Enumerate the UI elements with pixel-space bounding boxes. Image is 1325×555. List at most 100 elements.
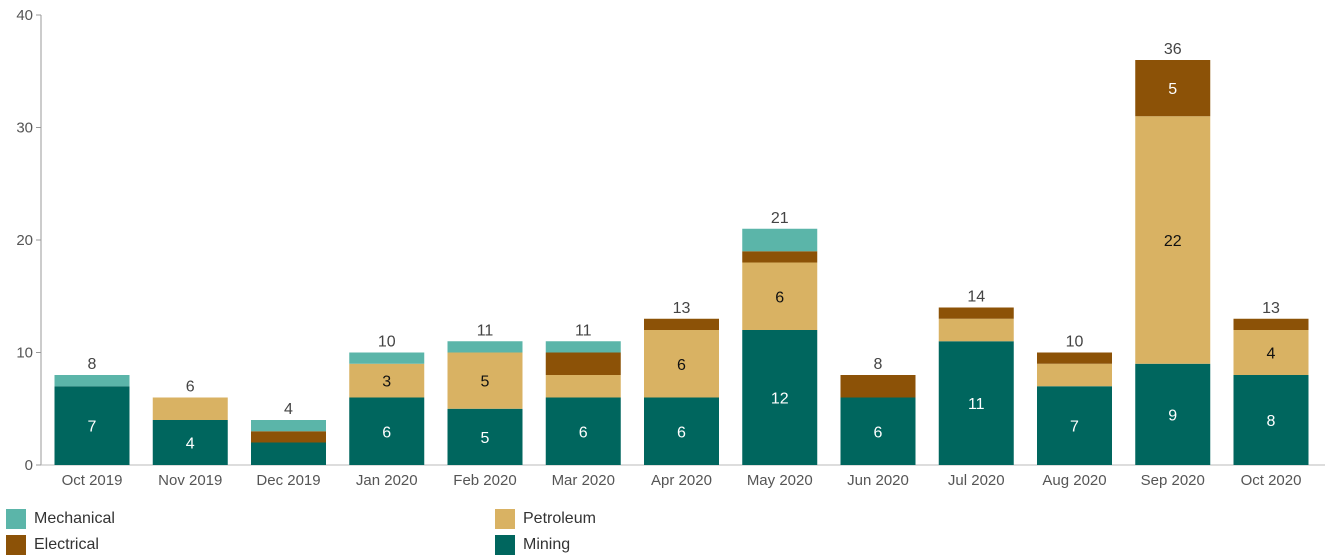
bar-petroleum-1	[152, 397, 228, 420]
bar-electrical-8	[840, 375, 916, 398]
bar-mining-10	[1037, 386, 1112, 465]
data-label-mining-6: 6	[677, 424, 686, 441]
bar-petroleum-7	[742, 262, 818, 330]
x-tick-label-11: Sep 2020	[1141, 472, 1205, 489]
bar-mining-5	[545, 397, 621, 465]
legend-label-petroleum: Petroleum	[523, 510, 596, 527]
legend-swatch-electrical	[6, 535, 26, 555]
data-label-mining-5: 6	[579, 424, 588, 441]
x-tick-label-12: Oct 2020	[1241, 472, 1302, 489]
bar-mechanical-3	[349, 352, 425, 364]
data-label-petroleum-4: 5	[481, 374, 490, 391]
bar-electrical-2	[251, 431, 326, 443]
bar-mining-7	[742, 330, 818, 465]
data-label-mining-7: 12	[771, 391, 789, 408]
data-label-petroleum-7: 6	[775, 289, 784, 306]
bar-electrical-5	[545, 352, 621, 375]
total-label-0: 8	[88, 356, 97, 373]
bar-petroleum-6	[644, 330, 719, 398]
bar-electrical-10	[1037, 352, 1112, 364]
total-label-9: 14	[967, 289, 985, 306]
bar-mechanical-7	[742, 228, 818, 252]
bar-electrical-7	[742, 251, 818, 263]
legend-item-electrical: Electrical	[6, 535, 99, 555]
data-label-mining-10: 7	[1070, 419, 1079, 436]
bar-mechanical-4	[447, 341, 523, 353]
x-tick-label-3: Jan 2020	[356, 472, 418, 489]
bar-mechanical-5	[545, 341, 621, 353]
total-label-2: 4	[284, 401, 293, 418]
legend-swatch-petroleum	[495, 509, 515, 529]
x-tick-label-8: Jun 2020	[847, 472, 909, 489]
total-label-3: 10	[378, 334, 396, 351]
legend-item-petroleum: Petroleum	[495, 509, 596, 529]
bar-mining-6	[644, 397, 719, 465]
total-label-10: 10	[1066, 334, 1084, 351]
y-tick-label-10: 10	[16, 345, 33, 362]
y-tick-label-30: 30	[16, 120, 33, 137]
legend-label-electrical: Electrical	[34, 536, 99, 553]
data-label-mining-9: 11	[968, 396, 985, 413]
bar-petroleum-9	[938, 318, 1014, 342]
data-label-petroleum-3: 3	[382, 374, 391, 391]
total-label-1: 6	[186, 379, 195, 396]
y-tick-label-20: 20	[16, 232, 33, 249]
legend-label-mining: Mining	[523, 536, 571, 553]
data-label-electrical-11: 5	[1168, 81, 1177, 98]
bar-mining-9	[938, 341, 1014, 465]
total-label-11: 36	[1164, 41, 1182, 58]
total-label-8: 8	[874, 356, 883, 373]
total-label-7: 21	[771, 210, 789, 227]
x-tick-label-0: Oct 2019	[62, 472, 123, 489]
data-label-petroleum-11: 22	[1164, 233, 1182, 250]
bar-mechanical-0	[54, 375, 130, 387]
legend-item-mining: Mining	[495, 535, 570, 555]
legend-label-mechanical: Mechanical	[34, 510, 115, 527]
legend-swatch-mechanical	[6, 509, 26, 529]
data-label-petroleum-12: 4	[1267, 346, 1276, 363]
x-tick-label-7: May 2020	[747, 472, 813, 489]
data-label-petroleum-6: 6	[677, 357, 686, 374]
bar-mining-8	[840, 397, 916, 465]
data-label-mining-1: 4	[186, 436, 195, 453]
bar-mining-11	[1135, 363, 1211, 465]
bar-mining-4	[447, 408, 523, 465]
x-tick-label-4: Feb 2020	[453, 472, 516, 489]
bar-mining-0	[54, 386, 130, 465]
y-tick-label-40: 40	[16, 7, 33, 24]
legend-swatch-mining	[495, 535, 515, 555]
bar-electrical-9	[938, 307, 1014, 319]
bar-petroleum-3	[349, 363, 425, 398]
y-tick-label-0: 0	[25, 457, 33, 474]
bar-petroleum-10	[1037, 363, 1112, 387]
total-label-4: 11	[477, 322, 494, 339]
data-label-mining-12: 8	[1267, 413, 1276, 430]
data-label-mining-11: 9	[1168, 407, 1177, 424]
bar-electrical-12	[1233, 318, 1309, 330]
x-tick-label-10: Aug 2020	[1042, 472, 1106, 489]
x-tick-label-9: Jul 2020	[948, 472, 1005, 489]
x-tick-label-5: Mar 2020	[552, 472, 615, 489]
total-label-5: 11	[575, 322, 592, 339]
bar-electrical-6	[644, 318, 719, 330]
x-tick-label-6: Apr 2020	[651, 472, 712, 489]
data-label-mining-8: 6	[874, 424, 883, 441]
legend-item-mechanical: Mechanical	[6, 509, 115, 529]
bar-mining-3	[349, 397, 425, 465]
total-label-12: 13	[1262, 300, 1280, 317]
bar-mechanical-2	[251, 420, 326, 432]
bar-mining-12	[1233, 375, 1309, 465]
bar-petroleum-11	[1135, 116, 1211, 364]
bar-electrical-11	[1135, 60, 1211, 117]
data-label-mining-4: 5	[481, 430, 490, 447]
bar-mining-1	[152, 420, 228, 465]
x-tick-label-2: Dec 2019	[256, 472, 320, 489]
stacked-bar-chart: 0 10 20 30 40 7 8 Oct 2019 4 6 Nov 2019 4 Dec 2019 6 3…	[16, 7, 1325, 489]
bar-mining-2	[251, 442, 326, 465]
bar-petroleum-4	[447, 352, 523, 409]
total-label-6: 13	[673, 300, 691, 317]
bar-petroleum-5	[545, 375, 621, 398]
data-label-mining-0: 7	[88, 419, 97, 436]
data-label-mining-3: 6	[382, 424, 391, 441]
x-tick-label-1: Nov 2019	[158, 472, 222, 489]
